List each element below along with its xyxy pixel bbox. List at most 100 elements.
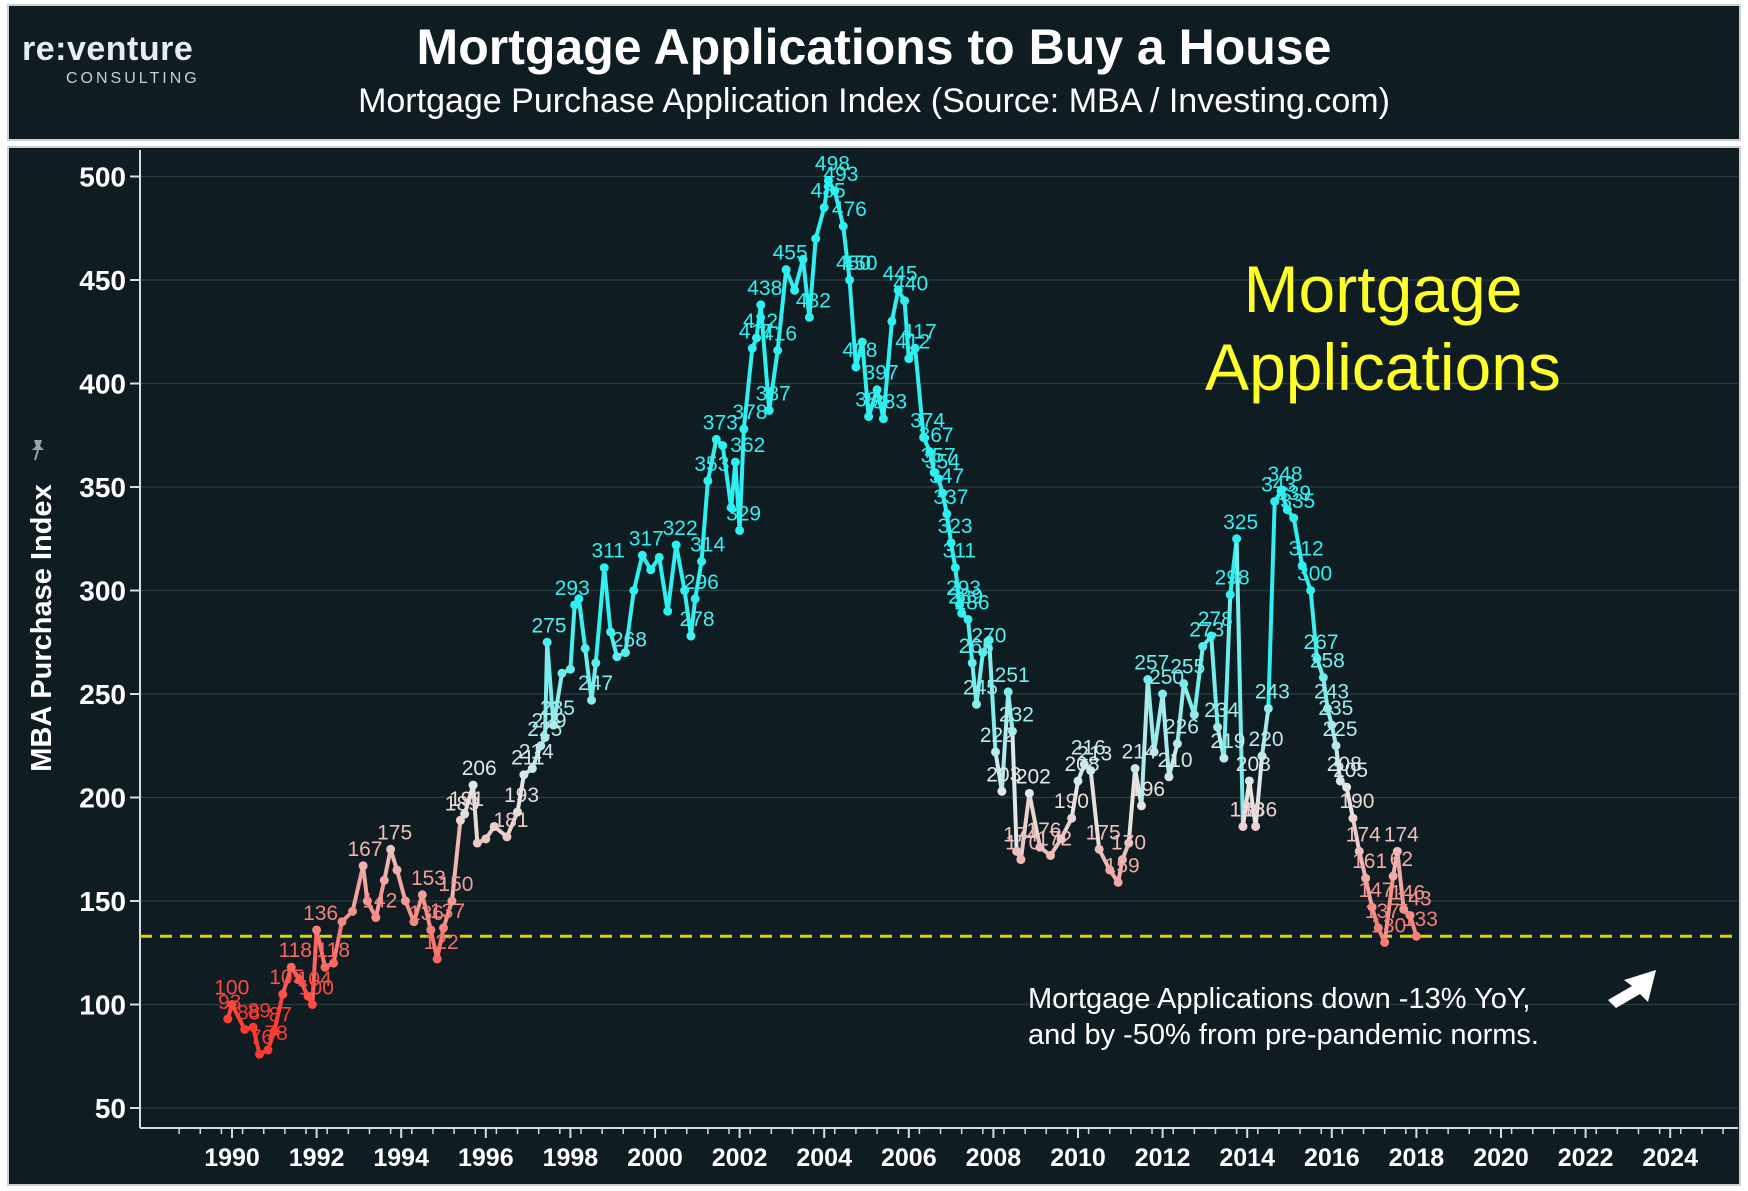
data-point (620, 648, 630, 658)
series-segment (1260, 706, 1271, 759)
data-point (942, 509, 952, 519)
data-label: 176 (1026, 819, 1061, 842)
series-segment (350, 863, 366, 914)
data-point (798, 254, 808, 264)
series-segment (411, 892, 425, 924)
data-label: 122 (424, 931, 459, 954)
data-point (1003, 687, 1013, 697)
data-point (893, 285, 903, 295)
data-point (1189, 710, 1199, 720)
data-label: 167 (347, 838, 382, 861)
data-point (1257, 751, 1267, 761)
data-label: 339 (1276, 482, 1311, 505)
data-point (1289, 513, 1299, 523)
data-label: 270 (971, 625, 1006, 648)
data-label: 450 (836, 252, 871, 275)
data-point (1143, 675, 1153, 685)
data-point (872, 385, 882, 395)
data-point (703, 476, 713, 486)
data-label: 289 (948, 585, 983, 608)
data-point (804, 312, 814, 322)
data-point (925, 447, 935, 457)
data-label: 384 (855, 389, 890, 412)
data-label: 62 (1390, 848, 1413, 871)
series-segment (966, 617, 975, 665)
data-point (1206, 631, 1216, 641)
data-label: 243 (1255, 680, 1290, 703)
data-label: 235 (540, 697, 575, 720)
data-point (790, 285, 800, 295)
data-point (830, 186, 840, 196)
data-point (730, 457, 740, 467)
series-segment (631, 553, 645, 593)
data-label: 142 (362, 890, 397, 913)
data-point (337, 917, 347, 927)
data-point (439, 923, 448, 933)
data-point (919, 432, 929, 442)
data-point (1342, 782, 1352, 792)
data-label: 222 (980, 724, 1015, 747)
data-label: 161 (1352, 850, 1387, 873)
data-point (1094, 844, 1104, 854)
data-point (1335, 776, 1345, 786)
series-segment (230, 1002, 247, 1032)
data-point (1046, 850, 1056, 860)
data-label: 278 (680, 608, 715, 631)
data-point (1276, 486, 1286, 496)
series-segment (449, 818, 463, 903)
series-segment (665, 542, 679, 614)
data-point (580, 643, 590, 653)
data-label: 498 (815, 153, 850, 176)
data-label: 225 (527, 718, 562, 741)
data-point (1263, 703, 1273, 713)
series-segment (847, 278, 858, 369)
data-label: 455 (773, 242, 808, 265)
data-point (1238, 821, 1248, 831)
data-label: 232 (999, 703, 1034, 726)
x-tick-label: 2000 (627, 1144, 683, 1172)
data-label: 87 (269, 1003, 292, 1026)
data-point (978, 648, 988, 658)
series-segment (1291, 516, 1305, 568)
series-segment (1240, 778, 1252, 829)
data-label: 311 (591, 540, 624, 563)
data-point (752, 333, 762, 343)
data-label: 325 (1223, 511, 1258, 534)
x-tick-label: 1996 (458, 1144, 514, 1172)
data-point (838, 221, 848, 231)
data-point (1331, 741, 1341, 751)
data-point (612, 652, 622, 662)
series-segment (515, 772, 526, 814)
x-tick-label: 2006 (881, 1144, 937, 1172)
data-point (312, 925, 322, 935)
y-tick-label: 200 (79, 783, 126, 814)
series-segment (331, 919, 344, 966)
series-segment (913, 346, 926, 440)
data-point (997, 786, 1007, 796)
data-label: 278 (1198, 608, 1233, 631)
series-segment (1395, 849, 1406, 912)
data-point (426, 925, 436, 935)
data-label: 214 (1122, 741, 1157, 764)
data-point (686, 631, 696, 641)
brand-logo: re:venture (22, 30, 194, 68)
data-point (1244, 776, 1254, 786)
data-label: 347 (929, 465, 964, 488)
data-point (1219, 753, 1229, 763)
series-segment (902, 298, 911, 361)
series-segment (737, 427, 746, 533)
x-tick-label: 2008 (966, 1144, 1022, 1172)
series-segment (280, 965, 294, 997)
series-segment (999, 689, 1011, 794)
brand-logo-subtitle: CONSULTING (66, 70, 200, 87)
data-label: 408 (842, 339, 877, 362)
data-label: 205 (1333, 759, 1368, 782)
data-label: 89 (248, 999, 271, 1022)
data-point (278, 989, 288, 999)
data-point (542, 637, 552, 647)
data-label: 118 (278, 939, 311, 962)
data-label: 170 (1111, 832, 1146, 855)
data-label: 312 (1289, 538, 1324, 561)
data-point (248, 1022, 258, 1032)
